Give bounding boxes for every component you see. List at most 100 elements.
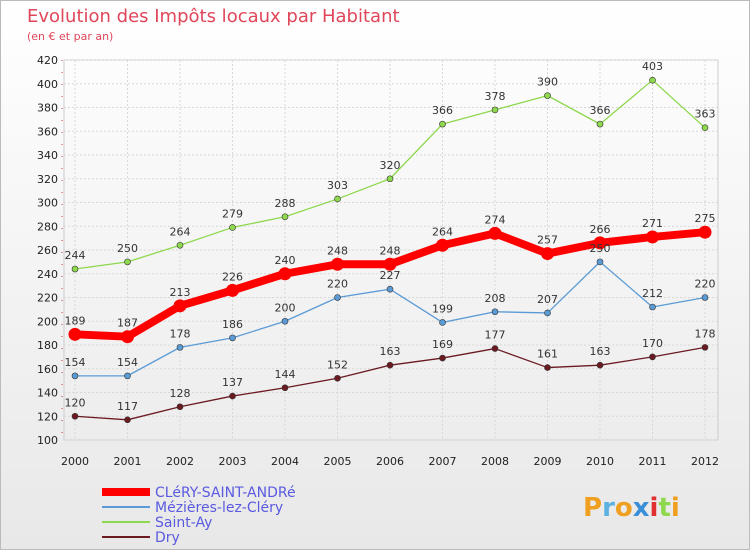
data-label: 169 (432, 338, 453, 351)
data-label: 163 (380, 345, 401, 358)
x-tick-label: 2004 (271, 455, 299, 468)
data-point (386, 361, 394, 369)
data-point (649, 353, 656, 361)
data-label: 279 (222, 207, 243, 220)
logo-letter: r (602, 493, 615, 523)
data-label: 117 (117, 400, 138, 413)
data-label: 303 (327, 179, 348, 192)
data-label: 248 (327, 244, 348, 257)
data-label: 178 (170, 327, 191, 340)
data-point (281, 384, 289, 392)
data-label: 220 (695, 278, 716, 291)
data-point (334, 195, 341, 203)
logo-letter: t (658, 493, 670, 523)
data-label: 163 (590, 345, 611, 358)
y-tick-label: 220 (37, 292, 58, 305)
y-tick-label: 320 (37, 173, 58, 186)
data-point (176, 403, 184, 411)
data-label: 264 (170, 225, 191, 238)
y-tick-label: 260 (37, 244, 58, 257)
data-point (121, 330, 134, 344)
data-label: 120 (65, 396, 86, 409)
data-label: 199 (432, 302, 453, 315)
data-point (596, 258, 604, 266)
data-label: 390 (537, 76, 558, 89)
data-point (698, 225, 712, 239)
y-tick-label: 380 (37, 102, 58, 115)
data-label: 363 (695, 108, 716, 121)
data-label: 366 (432, 104, 453, 117)
logo-letter: P (583, 493, 602, 523)
x-tick-label: 2010 (586, 455, 614, 468)
data-label: 137 (222, 376, 243, 389)
data-point (124, 416, 131, 424)
data-label: 274 (485, 213, 506, 226)
y-tick-label: 360 (37, 125, 58, 138)
data-label: 186 (222, 318, 243, 331)
x-tick-label: 2003 (219, 455, 247, 468)
data-point (436, 238, 449, 252)
logo-letter: o (615, 493, 633, 523)
data-label: 170 (642, 337, 663, 350)
data-point (544, 364, 551, 371)
data-label: 250 (117, 242, 138, 255)
data-label: 275 (695, 212, 716, 225)
data-label: 378 (485, 90, 506, 103)
data-label: 271 (642, 217, 663, 230)
y-tick-label: 240 (37, 268, 58, 281)
data-point (173, 299, 187, 313)
y-tick-label: 180 (37, 339, 58, 352)
data-label: 248 (380, 244, 401, 257)
data-label: 266 (590, 223, 611, 236)
x-tick-label: 2009 (534, 455, 562, 468)
data-point (229, 392, 236, 400)
axes: 100 120 140 160 180 200 220 240 260 280 300 320 340 3… (37, 54, 719, 468)
data-point (544, 92, 551, 99)
data-point (488, 226, 502, 240)
data-label: 152 (327, 358, 348, 371)
data-point (229, 224, 236, 231)
logo-letter: x (633, 493, 650, 523)
y-tick-label: 340 (37, 149, 58, 162)
data-point (491, 106, 499, 114)
y-tick-label: 300 (37, 197, 58, 210)
data-label: 213 (170, 286, 191, 299)
data-label: 240 (275, 254, 296, 267)
logo-letter: i (671, 493, 680, 523)
chart-subtitle: (en € et par an) (27, 30, 113, 43)
y-tick-label: 280 (37, 220, 58, 233)
data-point (439, 319, 446, 326)
data-label: 154 (65, 356, 86, 369)
data-point (383, 257, 397, 271)
data-point (701, 124, 709, 131)
data-label: 208 (485, 292, 506, 305)
logo-letter: i (650, 493, 659, 523)
data-label: 257 (537, 234, 558, 247)
data-point (124, 372, 131, 380)
x-tick-label: 2007 (429, 455, 457, 468)
data-label: 178 (695, 327, 716, 340)
chart-title: Evolution des Impôts locaux par Habitant (27, 6, 400, 27)
data-point (71, 265, 79, 273)
data-label: 212 (642, 287, 663, 300)
legend-label: Dry (155, 530, 180, 546)
data-point (596, 120, 604, 128)
data-point (68, 327, 82, 341)
data-point (439, 354, 446, 362)
data-label: 320 (380, 159, 401, 172)
x-tick-label: 2012 (691, 455, 719, 468)
data-label: 366 (590, 104, 611, 117)
data-label: 189 (65, 314, 86, 327)
x-tick-label: 2002 (166, 455, 194, 468)
y-tick-label: 120 (37, 410, 58, 423)
y-tick-label: 100 (37, 434, 58, 447)
data-point (541, 247, 554, 261)
data-label: 128 (170, 387, 191, 400)
data-point (593, 236, 607, 250)
data-point (646, 230, 659, 244)
data-point (386, 285, 394, 293)
data-point (649, 303, 656, 311)
data-label: 161 (537, 348, 558, 361)
data-label: 244 (65, 249, 86, 262)
